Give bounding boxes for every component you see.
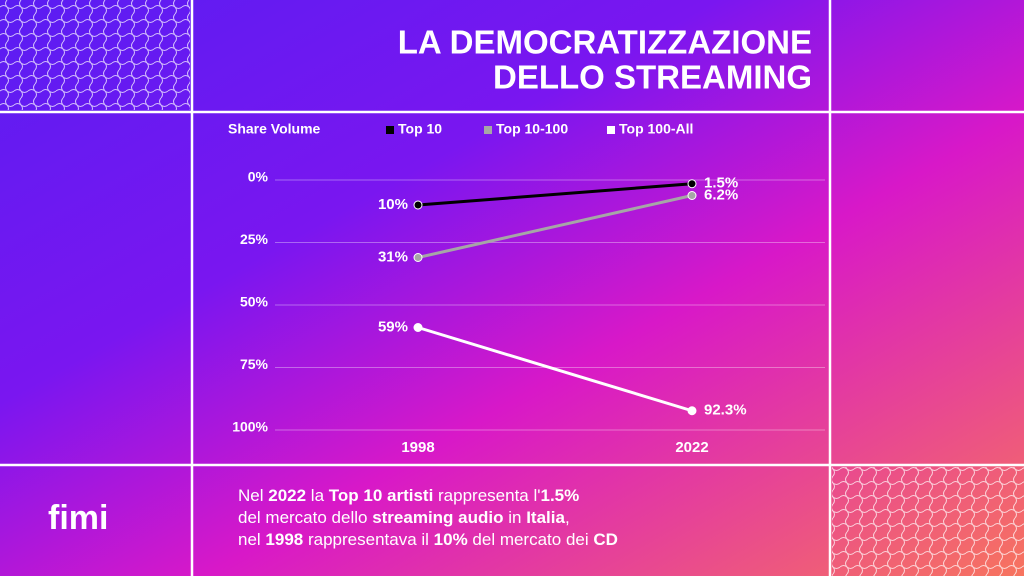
decoration: [0, 0, 190, 110]
series-line: [417, 194, 693, 259]
data-label: 10%: [378, 196, 408, 213]
footer-segment: 1998: [265, 530, 303, 549]
y-tick-label: 0%: [248, 169, 269, 185]
footer-text: Nel 2022 la Top 10 artisti rappresenta l…: [238, 486, 579, 505]
footer-text: nel 1998 rappresentava il 10% del mercat…: [238, 530, 618, 549]
footer-segment: CD: [593, 530, 618, 549]
footer-segment: del mercato dei: [468, 530, 594, 549]
legend-label: Top 100-All: [619, 121, 693, 137]
x-tick-label: 1998: [401, 439, 434, 456]
y-tick-label: 100%: [232, 419, 268, 435]
data-point: [687, 191, 697, 200]
data-point: [413, 200, 423, 210]
footer-text: del mercato dello streaming audio in Ita…: [238, 508, 570, 527]
decoration: [832, 467, 1024, 576]
footer-segment: Italia: [526, 508, 565, 527]
title: DELLO STREAMING: [493, 59, 812, 96]
legend-label: Top 10: [398, 121, 442, 137]
legend-marker: [484, 126, 492, 134]
footer-segment: streaming audio: [372, 508, 503, 527]
x-tick-label: 2022: [675, 439, 708, 456]
footer: Nel 2022 la Top 10 artisti rappresenta l…: [238, 486, 618, 549]
legend-marker: [386, 126, 394, 134]
data-label: 59%: [378, 318, 408, 335]
footer-segment: 2022: [268, 486, 306, 505]
data-label: 92.3%: [704, 402, 747, 419]
footer-segment: Nel: [238, 486, 268, 505]
y-tick-label: 25%: [240, 231, 269, 247]
footer-segment: in: [504, 508, 527, 527]
footer-segment: ,: [565, 508, 570, 527]
footer-segment: nel: [238, 530, 265, 549]
title: LA DEMOCRATIZZAZIONE: [398, 24, 812, 61]
series-line: [417, 326, 693, 413]
footer-segment: 1.5%: [541, 486, 580, 505]
legend-title: Share Volume: [228, 121, 321, 137]
data-label: 31%: [378, 248, 408, 265]
footer-segment: Top 10 artisti: [329, 486, 434, 505]
data-point: [413, 323, 423, 332]
y-tick-label: 50%: [240, 294, 269, 310]
footer-segment: rappresenta l': [433, 486, 540, 505]
legend-marker: [607, 126, 615, 134]
series-line: [417, 182, 693, 207]
footer-segment: 10%: [434, 530, 468, 549]
y-tick-label: 75%: [240, 356, 269, 372]
data-label: 6.2%: [704, 186, 738, 203]
data-label: 1.5%: [704, 175, 738, 192]
data-point: [413, 253, 423, 262]
footer-segment: del mercato dello: [238, 508, 372, 527]
footer-segment: rappresentava il: [303, 530, 433, 549]
footer-segment: la: [306, 486, 329, 505]
legend-label: Top 10-100: [496, 121, 568, 137]
data-point: [687, 406, 697, 416]
logo: fimi: [48, 499, 108, 537]
data-point: [687, 179, 697, 189]
